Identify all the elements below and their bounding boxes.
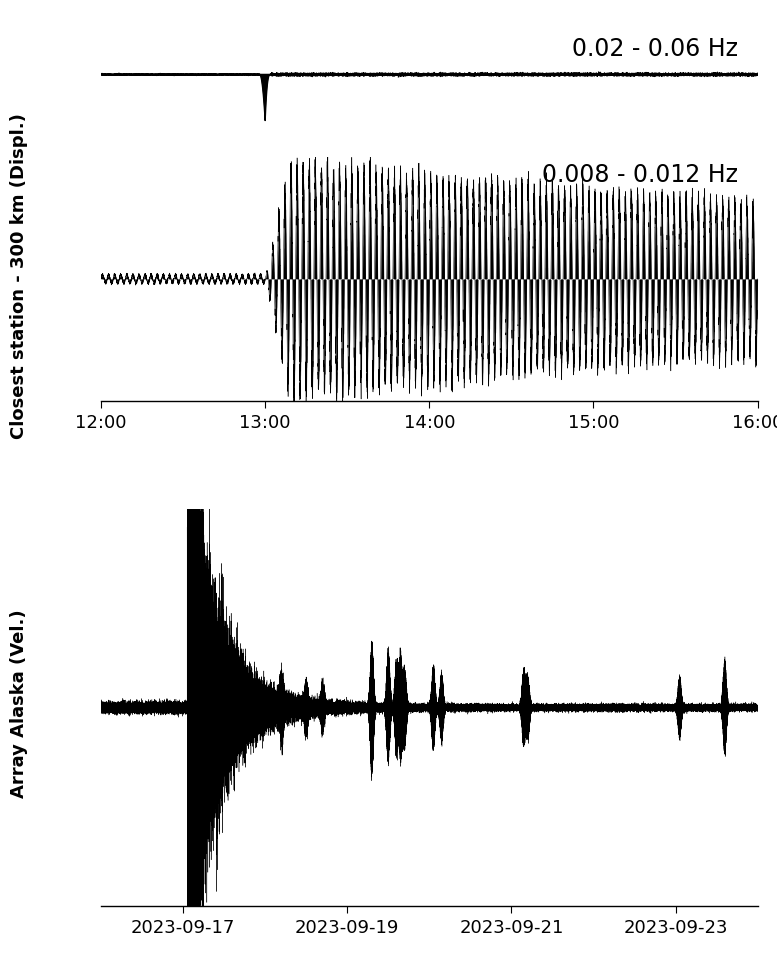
Text: Array Alaska (Vel.): Array Alaska (Vel.) — [10, 609, 29, 797]
Text: Closest station - 300 km (Displ.): Closest station - 300 km (Displ.) — [10, 113, 29, 439]
Text: 0.02 - 0.06 Hz: 0.02 - 0.06 Hz — [572, 37, 738, 60]
Text: 0.008 - 0.012 Hz: 0.008 - 0.012 Hz — [542, 163, 738, 186]
